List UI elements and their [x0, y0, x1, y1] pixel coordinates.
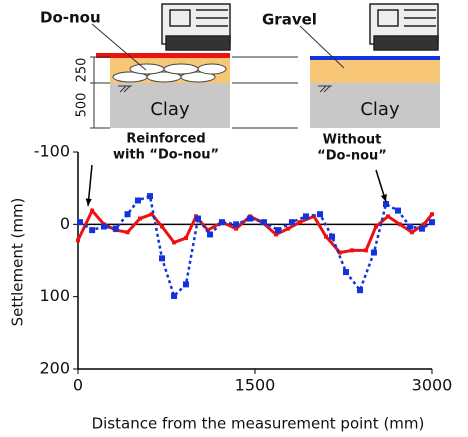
donou-label: Do-nou [40, 9, 101, 27]
data-point [286, 226, 291, 231]
y-tick-label: 0 [60, 214, 70, 233]
data-point [329, 233, 336, 240]
data-point [207, 231, 214, 238]
blue-surface [310, 56, 440, 60]
guide-lines [90, 23, 345, 129]
data-point [112, 225, 119, 232]
data-point [430, 212, 434, 217]
data-point [100, 223, 107, 230]
data-point [370, 249, 377, 256]
data-point [409, 230, 414, 235]
gravel-layer [310, 60, 440, 83]
data-point [218, 219, 225, 226]
clay-label: Clay [150, 99, 190, 120]
data-point [317, 211, 324, 218]
sandbags [112, 63, 227, 83]
data-point [337, 250, 342, 255]
data-point [183, 236, 188, 241]
y-tick-label: 200 [39, 359, 70, 378]
x-axis-label: Distance from the measurement point (mm) [92, 415, 425, 433]
thickness-label: 500 [75, 93, 90, 118]
annotation: Without [323, 133, 382, 148]
y-tick-label: -100 [34, 142, 70, 161]
data-point [171, 292, 178, 299]
data-point [172, 240, 177, 245]
data-point [342, 269, 349, 276]
data-point [349, 248, 354, 253]
thickness-label: 250 [75, 58, 90, 83]
truck-left [161, 3, 231, 51]
data-point [134, 197, 141, 204]
truck-right [369, 3, 439, 51]
clay-label: Clay [360, 99, 400, 120]
data-point [418, 225, 425, 232]
data-point [90, 208, 95, 213]
annotation: “Do-nou” [317, 149, 387, 164]
data-point [195, 215, 202, 222]
data-point [233, 221, 240, 228]
data-point [149, 212, 154, 217]
x-tick-label: 1500 [235, 376, 276, 395]
y-tick-label: 100 [39, 286, 70, 305]
data-point [275, 227, 282, 234]
data-point [125, 230, 130, 235]
clay-left [110, 83, 230, 128]
data-point [247, 215, 254, 222]
data-point [297, 220, 302, 225]
data-point [385, 214, 390, 219]
gravel-label: Gravel [262, 11, 317, 29]
data-point [364, 248, 369, 253]
series-line [79, 194, 433, 299]
clay-right [310, 83, 440, 128]
data-point [429, 219, 435, 226]
data-point [260, 219, 267, 226]
data-point [146, 193, 153, 200]
data-point [288, 219, 295, 226]
data-point [421, 222, 426, 227]
arrow-head [380, 194, 387, 202]
y-axis-label: Settlement (mm) [9, 198, 27, 327]
data-point [398, 222, 403, 227]
diagram: Do-nou Gravel 250 500 Clay Clay [40, 3, 440, 129]
data-point [182, 281, 189, 288]
data-point [160, 224, 165, 229]
data-point [234, 226, 239, 231]
data-point [89, 227, 96, 234]
red-surface [96, 53, 230, 58]
arrow-head [85, 198, 92, 206]
data-point [77, 219, 84, 226]
data-point [137, 216, 142, 221]
data-point [382, 201, 389, 208]
data-point [407, 223, 414, 230]
data-point [274, 232, 279, 237]
series-line [76, 207, 434, 255]
data-point [76, 238, 80, 243]
data-point [324, 234, 329, 239]
x-tick-label: 3000 [412, 376, 453, 395]
data-point [124, 211, 131, 218]
x-tick-label: 0 [73, 376, 83, 395]
data-point [395, 207, 402, 214]
data-point [159, 255, 166, 262]
data-point [373, 224, 378, 229]
data-point [357, 287, 364, 294]
data-point [302, 213, 309, 220]
annotation: Reinforced [126, 132, 205, 147]
annotation: with “Do-nou” [113, 148, 219, 163]
